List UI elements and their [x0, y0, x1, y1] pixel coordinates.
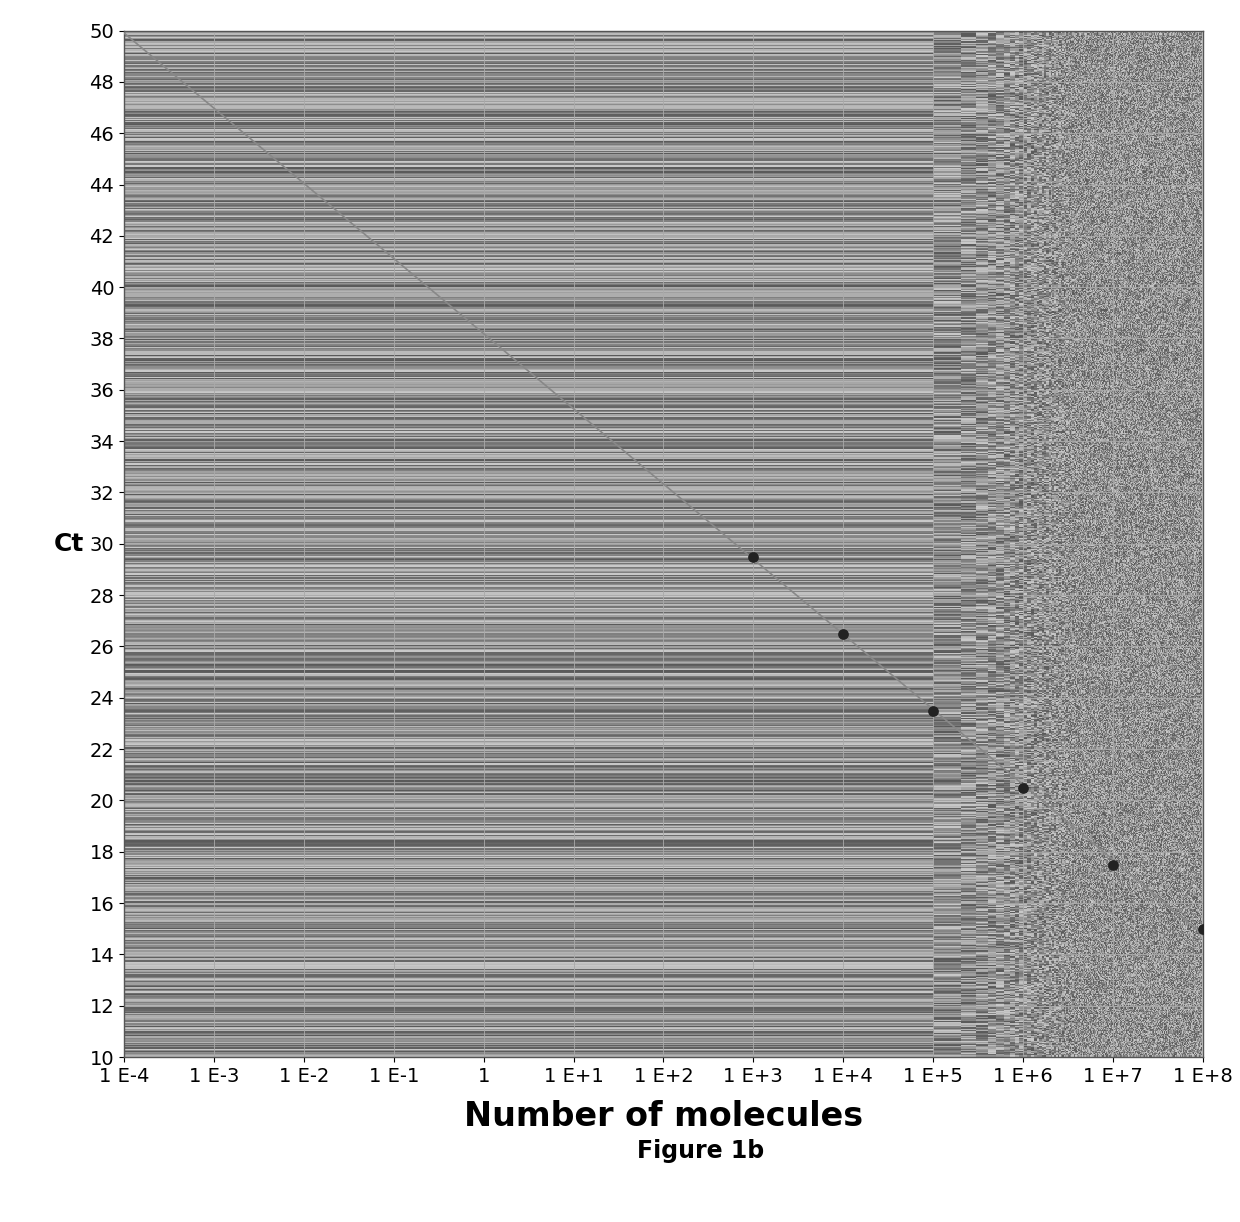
Point [1013, 777, 1033, 797]
Point [1102, 855, 1122, 875]
Text: Figure 1b: Figure 1b [637, 1139, 764, 1163]
X-axis label: Number of molecules: Number of molecules [464, 1100, 863, 1133]
Point [833, 623, 853, 643]
Point [923, 700, 942, 720]
Y-axis label: Ct: Ct [53, 532, 84, 556]
Point [743, 546, 763, 566]
Point [1193, 919, 1213, 938]
